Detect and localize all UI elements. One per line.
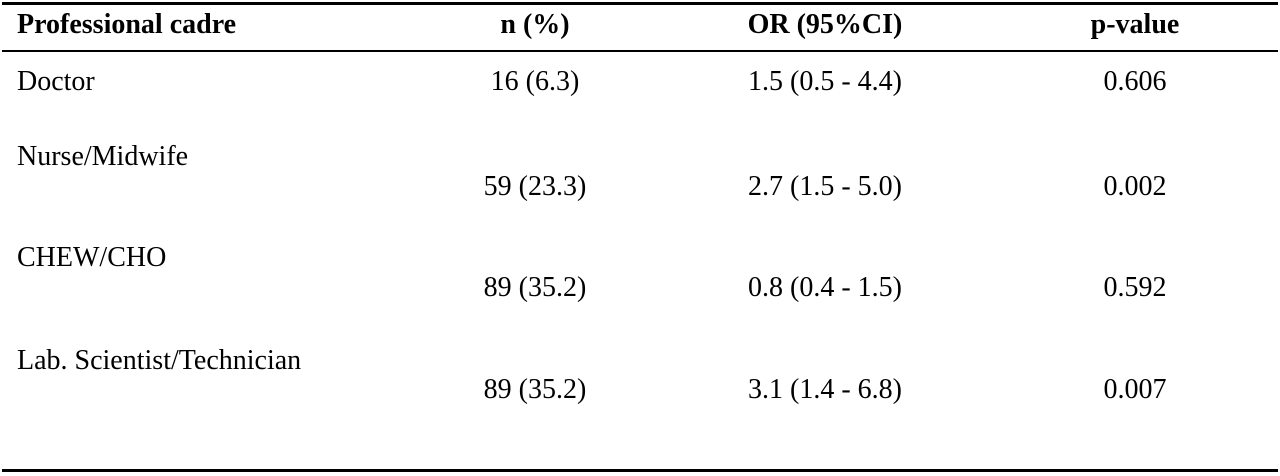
row-doctor-cadre: Doctor [17,66,95,97]
table-header-rule [2,50,1278,52]
row-nurse-n-pct: 59 (23.3) [483,171,587,202]
header-professional-cadre: Professional cadre [17,9,237,40]
row-nurse-or-ci: 2.7 (1.5 - 5.0) [748,171,902,202]
row-lab-cadre: Lab. Scientist/Technician [17,345,302,376]
row-lab-or-ci: 3.1 (1.4 - 6.8) [748,374,902,405]
row-doctor-n-pct: 16 (6.3) [490,66,580,97]
row-chew-or-ci: 0.8 (0.4 - 1.5) [748,272,902,303]
header-or-ci: OR (95%CI) [747,9,903,40]
row-nurse-cadre: Nurse/Midwife [17,141,189,172]
row-chew-cadre: CHEW/CHO [17,242,167,273]
row-doctor-or-ci: 1.5 (0.5 - 4.4) [748,66,902,97]
table-bottom-rule [2,469,1278,472]
row-lab-n-pct: 89 (35.2) [483,374,587,405]
row-chew-p-value: 0.592 [1103,272,1167,303]
table-top-rule [2,2,1278,5]
row-chew-n-pct: 89 (35.2) [483,272,587,303]
row-nurse-p-value: 0.002 [1103,171,1167,202]
row-doctor-p-value: 0.606 [1103,66,1167,97]
header-p-value: p-value [1090,9,1180,40]
row-lab-p-value: 0.007 [1103,374,1167,405]
header-n-percent: n (%) [500,9,570,40]
